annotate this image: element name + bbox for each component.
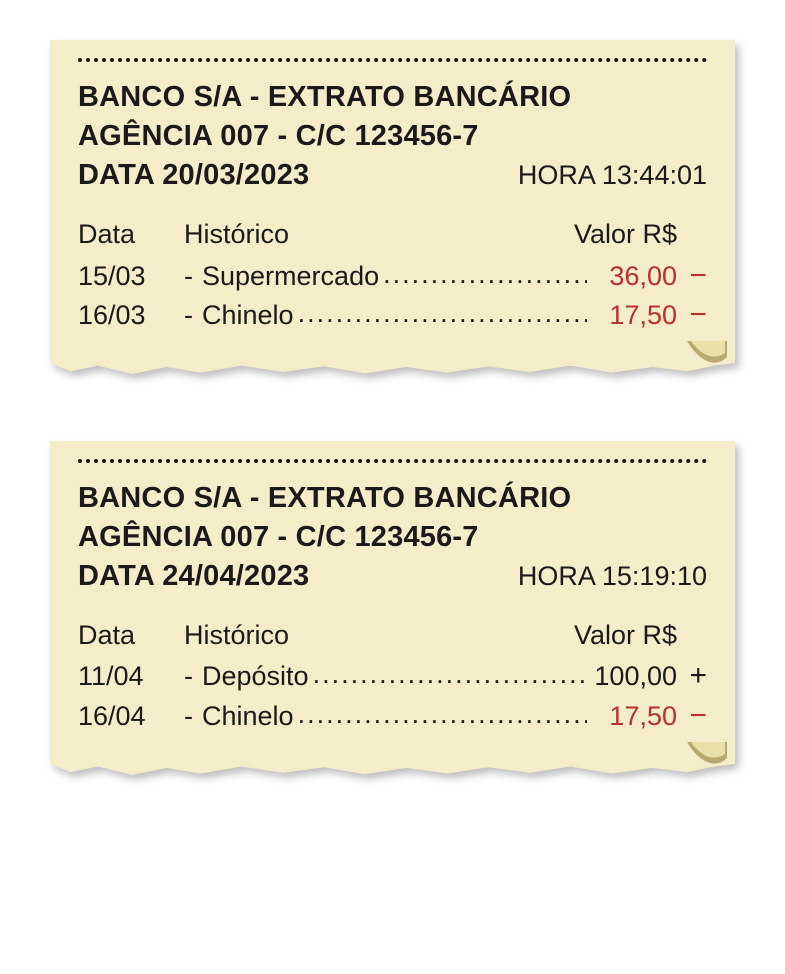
receipt-title: BANCO S/A - EXTRATO BANCÁRIO	[78, 479, 707, 518]
cell-sep: -	[184, 296, 202, 335]
page-curl-icon	[685, 740, 729, 774]
col-header-value: Valor R$	[574, 616, 707, 655]
cell-value: 100,00	[587, 657, 677, 696]
cell-sep: -	[184, 657, 202, 696]
cell-date: 15/03	[78, 257, 184, 296]
cell-value: 36,00	[587, 257, 677, 296]
cell-hist: Depósito	[202, 657, 309, 696]
col-header-date: Data	[78, 616, 184, 655]
cell-sign: +	[677, 661, 707, 691]
cell-hist: Chinelo	[202, 697, 294, 736]
cell-sep: -	[184, 257, 202, 296]
transactions-table: Data Histórico Valor R$ 11/04 - Depósito…	[78, 616, 707, 735]
perforation-line	[78, 459, 707, 463]
cell-leader-dots	[379, 255, 587, 294]
bank-receipt: BANCO S/A - EXTRATO BANCÁRIO AGÊNCIA 007…	[50, 441, 735, 764]
cell-value: 17,50	[587, 296, 677, 335]
col-header-hist: Histórico	[184, 215, 289, 254]
cell-sign: −	[677, 300, 707, 330]
cell-sign: −	[677, 701, 707, 731]
cell-value: 17,50	[587, 697, 677, 736]
cell-sign: −	[677, 261, 707, 291]
col-header-value: Valor R$	[574, 215, 707, 254]
receipt-time: HORA 13:44:01	[518, 160, 707, 191]
cell-sep: -	[184, 697, 202, 736]
cell-leader-dots	[294, 695, 587, 734]
receipt-agency: AGÊNCIA 007 - C/C 123456-7	[78, 518, 707, 557]
table-row: 15/03 - Supermercado 36,00 −	[78, 257, 707, 296]
cell-date: 16/04	[78, 697, 184, 736]
table-header: Data Histórico Valor R$	[78, 616, 707, 655]
cell-hist: Chinelo	[202, 296, 294, 335]
table-row: 16/03 - Chinelo 17,50 −	[78, 296, 707, 335]
table-row: 11/04 - Depósito 100,00 +	[78, 657, 707, 696]
cell-date: 11/04	[78, 657, 184, 696]
perforation-line	[78, 58, 707, 62]
table-header: Data Histórico Valor R$	[78, 215, 707, 254]
transactions-table: Data Histórico Valor R$ 15/03 - Supermer…	[78, 215, 707, 334]
table-row: 16/04 - Chinelo 17,50 −	[78, 697, 707, 736]
receipt-agency: AGÊNCIA 007 - C/C 123456-7	[78, 117, 707, 156]
cell-leader-dots	[309, 655, 587, 694]
cell-date: 16/03	[78, 296, 184, 335]
receipt-time: HORA 15:19:10	[518, 561, 707, 592]
receipt-date: DATA 20/03/2023	[78, 156, 309, 195]
col-header-date: Data	[78, 215, 184, 254]
cell-leader-dots	[294, 294, 587, 333]
receipt-date: DATA 24/04/2023	[78, 557, 309, 596]
bank-receipt: BANCO S/A - EXTRATO BANCÁRIO AGÊNCIA 007…	[50, 40, 735, 363]
receipt-title: BANCO S/A - EXTRATO BANCÁRIO	[78, 78, 707, 117]
col-header-hist: Histórico	[184, 616, 289, 655]
cell-hist: Supermercado	[202, 257, 379, 296]
page-curl-icon	[685, 339, 729, 373]
